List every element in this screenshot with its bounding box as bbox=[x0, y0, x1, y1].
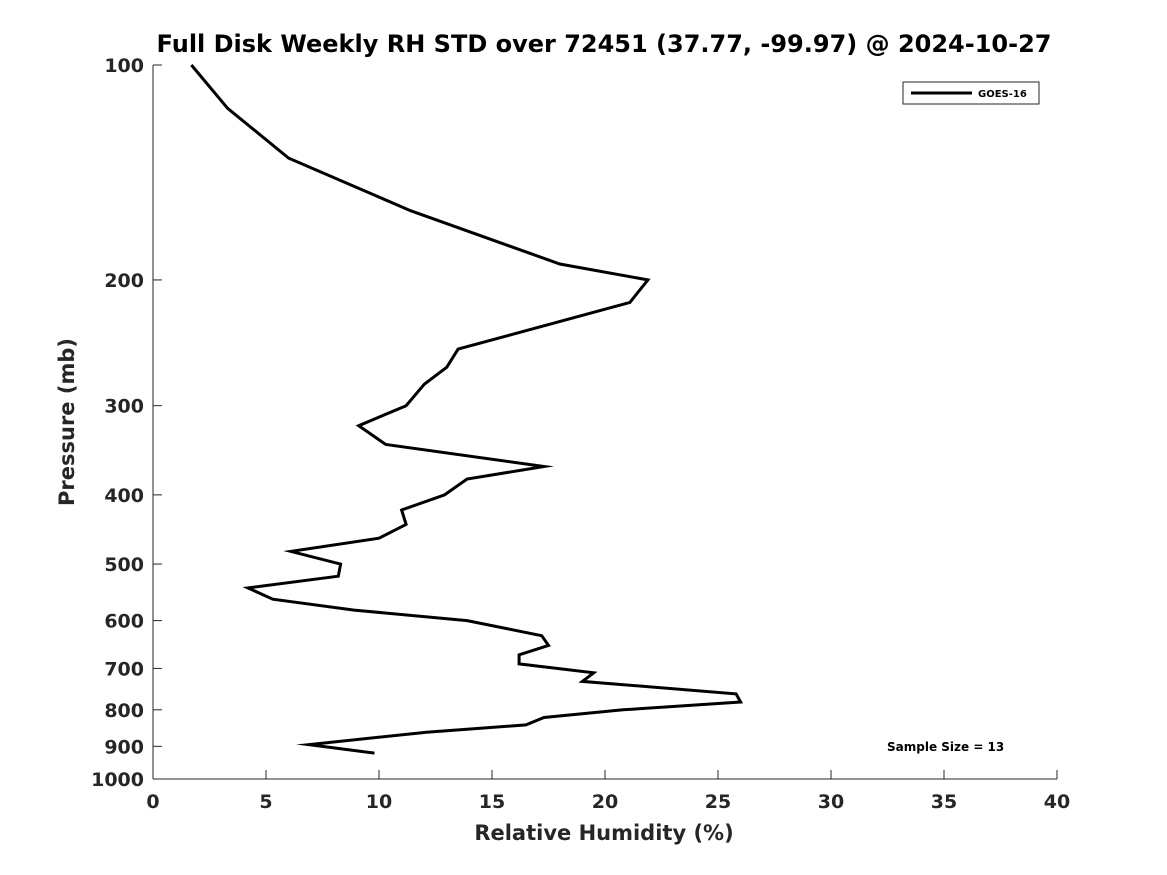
y-tick-label: 100 bbox=[104, 55, 144, 77]
y-tick-label: 200 bbox=[104, 270, 144, 292]
x-tick-label: 25 bbox=[705, 791, 731, 813]
x-tick-label: 0 bbox=[146, 791, 159, 813]
y-tick-label: 600 bbox=[104, 611, 144, 633]
x-tick-label: 20 bbox=[592, 791, 618, 813]
series-layer bbox=[190, 64, 744, 755]
x-tick-label: 15 bbox=[479, 791, 505, 813]
y-tick-label: 400 bbox=[104, 485, 144, 507]
x-tick-label: 5 bbox=[259, 791, 272, 813]
x-axis-label: Relative Humidity (%) bbox=[474, 821, 733, 845]
legend-label: GOES-16 bbox=[978, 89, 1027, 100]
sample-size-annotation: Sample Size = 13 bbox=[887, 740, 1004, 754]
x-tick-label: 30 bbox=[818, 791, 844, 813]
y-tick-label: 300 bbox=[104, 396, 144, 418]
x-ticks: 0 5 10 15 20 25 30 35 40 bbox=[146, 770, 1070, 813]
y-tick-label: 1000 bbox=[91, 769, 144, 791]
x-tick-label: 35 bbox=[931, 791, 957, 813]
chart-title: Full Disk Weekly RH STD over 72451 (37.7… bbox=[157, 30, 1052, 58]
legend: GOES-16 bbox=[902, 81, 1040, 105]
y-tick-label: 800 bbox=[104, 700, 144, 722]
plot-axes bbox=[152, 65, 1057, 780]
y-ticks: 100 200 300 400 500 600 700 800 900 1000 bbox=[91, 55, 162, 791]
y-axis-label: Pressure (mb) bbox=[55, 338, 79, 506]
series-line-0 bbox=[190, 64, 744, 755]
x-tick-label: 40 bbox=[1044, 791, 1070, 813]
y-tick-label: 500 bbox=[104, 554, 144, 576]
x-tick-label: 10 bbox=[366, 791, 392, 813]
y-tick-label: 900 bbox=[104, 736, 144, 758]
y-tick-label: 700 bbox=[104, 658, 144, 680]
